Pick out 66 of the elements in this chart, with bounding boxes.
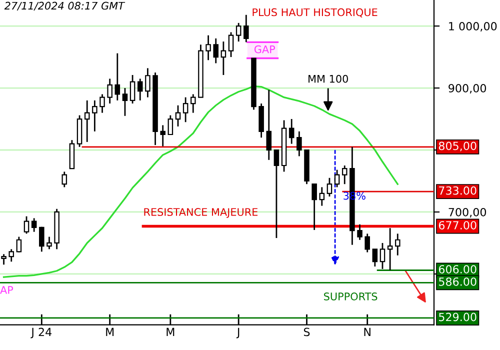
candlestick <box>1 253 6 266</box>
candlestick <box>31 217 37 233</box>
candlestick <box>39 226 44 252</box>
candlestick <box>266 89 272 161</box>
candlestick <box>274 149 280 239</box>
ref-line-label: 733.00 <box>439 186 476 195</box>
y-tick-label: 900,00 <box>448 84 486 94</box>
candlestick <box>92 100 98 132</box>
candlestick <box>296 130 302 157</box>
ref-line-label: 606.00 <box>438 265 476 274</box>
x-tick-label: J <box>236 328 240 338</box>
band-label: GAP <box>254 45 276 54</box>
y-tick-label: 1 000,00 <box>449 22 497 32</box>
candlestick <box>8 248 14 262</box>
candlestick <box>175 104 181 128</box>
candlestick <box>319 186 325 206</box>
ref-line-label: 805,00 <box>438 142 476 152</box>
candlestick <box>206 34 211 61</box>
x-tick-label: M <box>166 328 174 336</box>
candlestick <box>190 94 196 114</box>
candlestick <box>46 236 52 250</box>
candlestick <box>130 74 136 104</box>
annotation: MM 100 <box>308 74 348 83</box>
candlestick <box>244 14 249 43</box>
candlestick <box>145 67 150 98</box>
candlestick <box>62 171 68 188</box>
candlestick <box>380 242 386 270</box>
candlestick <box>326 177 332 198</box>
ref-line-label: 677.00 <box>438 221 476 230</box>
candlestick <box>334 169 340 188</box>
annotation: SUPPORTS <box>324 292 378 300</box>
candlestick <box>288 118 294 144</box>
candlestick <box>220 40 226 76</box>
candlestick <box>100 94 105 114</box>
x-tick-label: S <box>304 328 310 336</box>
candlestick <box>160 124 166 147</box>
ref-line-label: 586.00 <box>439 277 476 286</box>
candlestick <box>107 78 112 104</box>
ref-line-label: 529.00 <box>439 312 476 322</box>
candlestick <box>387 227 393 271</box>
candlestick <box>342 164 348 185</box>
candlestick <box>236 22 242 42</box>
candlestick <box>24 216 30 234</box>
candlestick <box>364 232 370 253</box>
annotation: RESISTANCE MAJEURE <box>144 208 258 218</box>
candlestick <box>137 78 143 102</box>
candlestick <box>228 32 234 58</box>
y-tick-label: 700,00 <box>448 208 486 218</box>
annotation: AP <box>0 286 14 294</box>
candlestick <box>395 232 400 256</box>
x-tick-label: N <box>364 328 370 336</box>
candlestick <box>213 38 218 64</box>
x-tick-label: J 24 <box>30 328 52 338</box>
line-series <box>2 85 398 278</box>
candlestick <box>16 236 22 253</box>
candlestick <box>312 183 317 231</box>
candlestick <box>114 52 120 102</box>
annotation: PLUS HAUT HISTORIQUE <box>252 8 378 18</box>
candlestick <box>84 100 90 143</box>
candlestick <box>357 224 362 241</box>
candlestick <box>168 114 174 136</box>
candlestick <box>182 96 188 123</box>
annotation: 27/11/2024 08:17 GMT <box>4 2 126 11</box>
x-tick-label: M <box>106 328 114 336</box>
candlestick <box>122 87 128 117</box>
candlestick <box>372 248 378 268</box>
